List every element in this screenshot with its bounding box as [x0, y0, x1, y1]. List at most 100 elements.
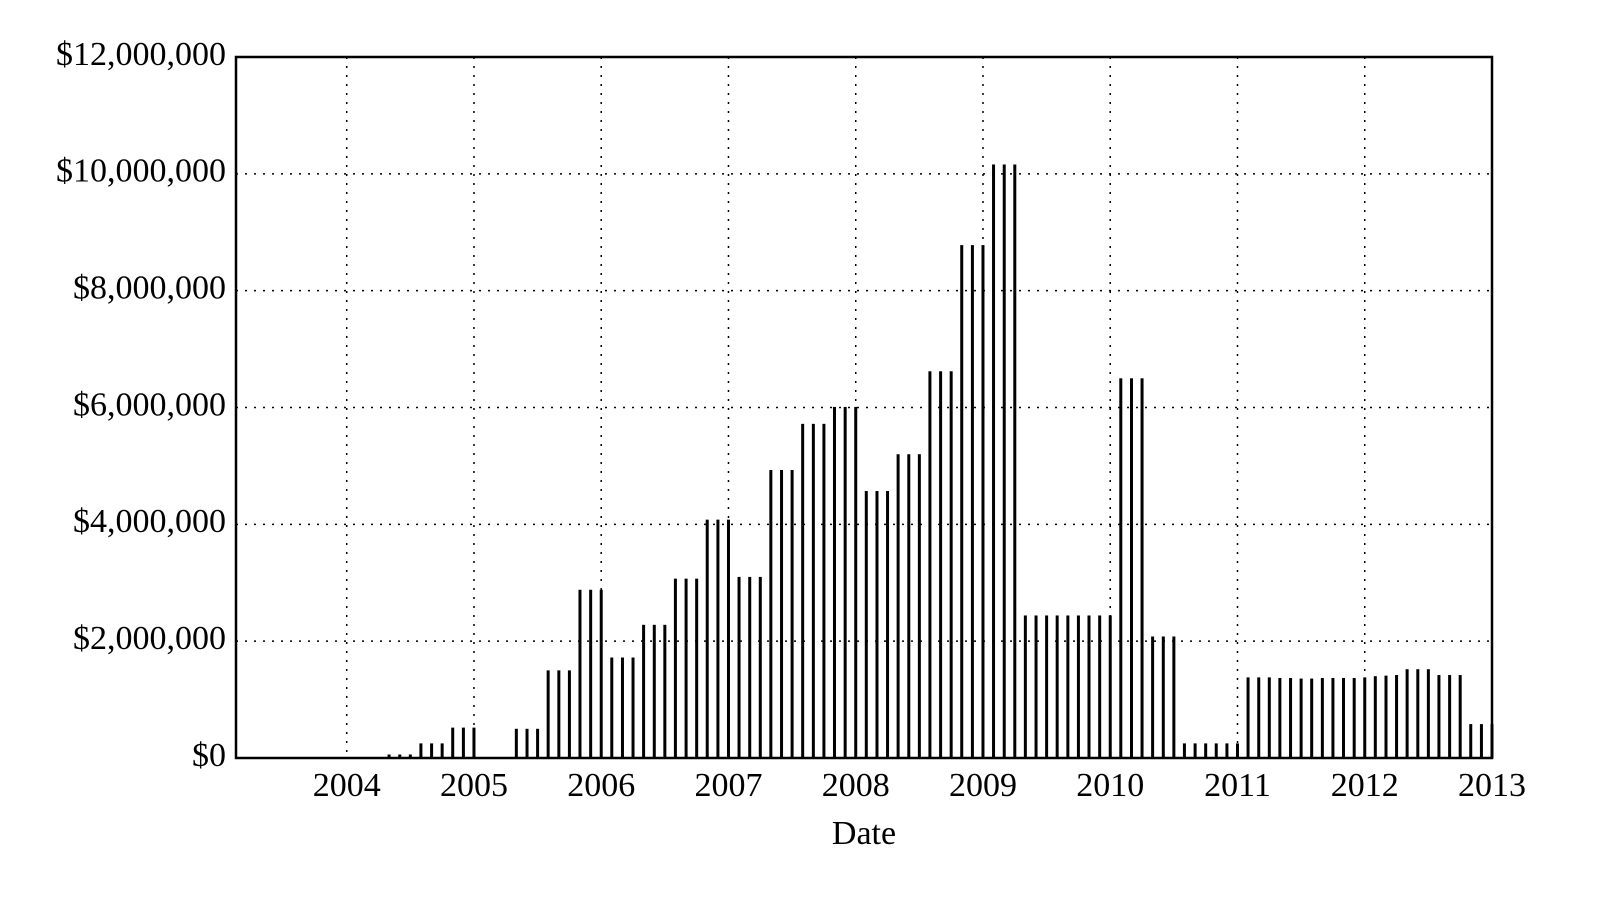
bar: [992, 164, 996, 758]
bar: [1225, 743, 1229, 758]
bar: [1098, 615, 1102, 758]
bar: [801, 423, 805, 758]
bar: [960, 245, 964, 758]
bar: [1278, 677, 1282, 758]
y-tick-label: $2,000,000: [73, 620, 226, 657]
bar: [716, 519, 720, 758]
bar: [832, 406, 836, 758]
bar: [451, 727, 455, 758]
bar: [1161, 636, 1165, 758]
y-tick-label: $4,000,000: [73, 503, 226, 540]
bar: [1363, 677, 1367, 758]
bar: [1066, 615, 1070, 758]
y-tick-label: $12,000,000: [56, 36, 226, 73]
bar: [822, 423, 826, 758]
x-tick-label: 2013: [1458, 767, 1526, 804]
bar: [1193, 743, 1197, 758]
bar: [1055, 615, 1059, 758]
x-axis-label: Date: [832, 815, 896, 852]
bar: [695, 578, 699, 758]
x-tick-label: 2011: [1204, 767, 1271, 804]
bar: [1352, 677, 1356, 758]
bar: [652, 624, 656, 758]
bar: [1299, 678, 1303, 758]
bar: [1182, 743, 1186, 758]
x-tick-label: 2004: [313, 767, 381, 804]
bar: [642, 624, 646, 758]
bar: [970, 245, 974, 758]
bar: [599, 589, 603, 758]
bar: [758, 576, 762, 758]
bar: [939, 371, 943, 758]
bar: [1140, 378, 1144, 758]
x-tick-label: 2009: [949, 767, 1017, 804]
bar: [875, 491, 879, 758]
bar: [440, 743, 444, 758]
bar: [1331, 677, 1335, 758]
y-tick-label: $10,000,000: [56, 153, 226, 190]
bar: [1172, 636, 1176, 758]
bar: [1267, 677, 1271, 758]
bar: [461, 727, 465, 758]
bar: [1405, 669, 1409, 758]
bar: [536, 728, 540, 758]
bar: [1320, 677, 1324, 758]
bar: [949, 371, 953, 758]
bar: [589, 589, 593, 758]
bar: [1373, 676, 1377, 758]
bar: [864, 491, 868, 758]
bar: [525, 728, 529, 758]
bar: [673, 578, 677, 758]
bar: [514, 728, 518, 758]
bar: [1426, 669, 1430, 758]
bar: [1310, 678, 1314, 758]
bar: [408, 754, 412, 758]
bar: [896, 454, 900, 758]
bar: [981, 245, 985, 758]
bar: [1235, 743, 1239, 758]
bar: [684, 578, 688, 758]
bar: [546, 670, 550, 758]
bar: [1087, 615, 1091, 758]
plot-frame: [234, 55, 1494, 760]
bar: [663, 624, 667, 758]
bar: [567, 670, 571, 758]
bar: [705, 519, 709, 758]
bar: [1257, 677, 1261, 758]
bar: [1479, 724, 1483, 758]
bar: [1448, 675, 1452, 758]
bar: [1119, 378, 1123, 758]
y-tick-label: $8,000,000: [73, 269, 226, 306]
bar: [769, 470, 773, 758]
x-tick-label: 2008: [822, 767, 890, 804]
bar: [1395, 675, 1399, 758]
bar: [1384, 675, 1388, 758]
y-tick-label: $0: [192, 737, 226, 774]
bar: [1458, 675, 1462, 758]
bar: [557, 670, 561, 758]
bar: [620, 657, 624, 758]
bar: [1289, 677, 1293, 758]
bar: [748, 576, 752, 758]
bar: [1151, 636, 1155, 758]
bar: [780, 470, 784, 758]
bar: [1246, 677, 1250, 758]
bar: [1214, 743, 1218, 758]
bar: [1416, 669, 1420, 758]
bar: [1204, 743, 1208, 758]
bar: [1076, 615, 1080, 758]
bar: [790, 470, 794, 758]
bar: [430, 743, 434, 758]
bar: [1045, 615, 1049, 758]
y-tick-label: $6,000,000: [73, 386, 226, 423]
bar: [1108, 615, 1112, 758]
bar: [419, 743, 423, 758]
bar: [737, 576, 741, 758]
bar: [1129, 378, 1133, 758]
bar: [610, 657, 614, 758]
bar: [843, 406, 847, 758]
bar: [726, 519, 730, 758]
x-tick-label: 2010: [1076, 767, 1144, 804]
bar: [398, 754, 402, 758]
